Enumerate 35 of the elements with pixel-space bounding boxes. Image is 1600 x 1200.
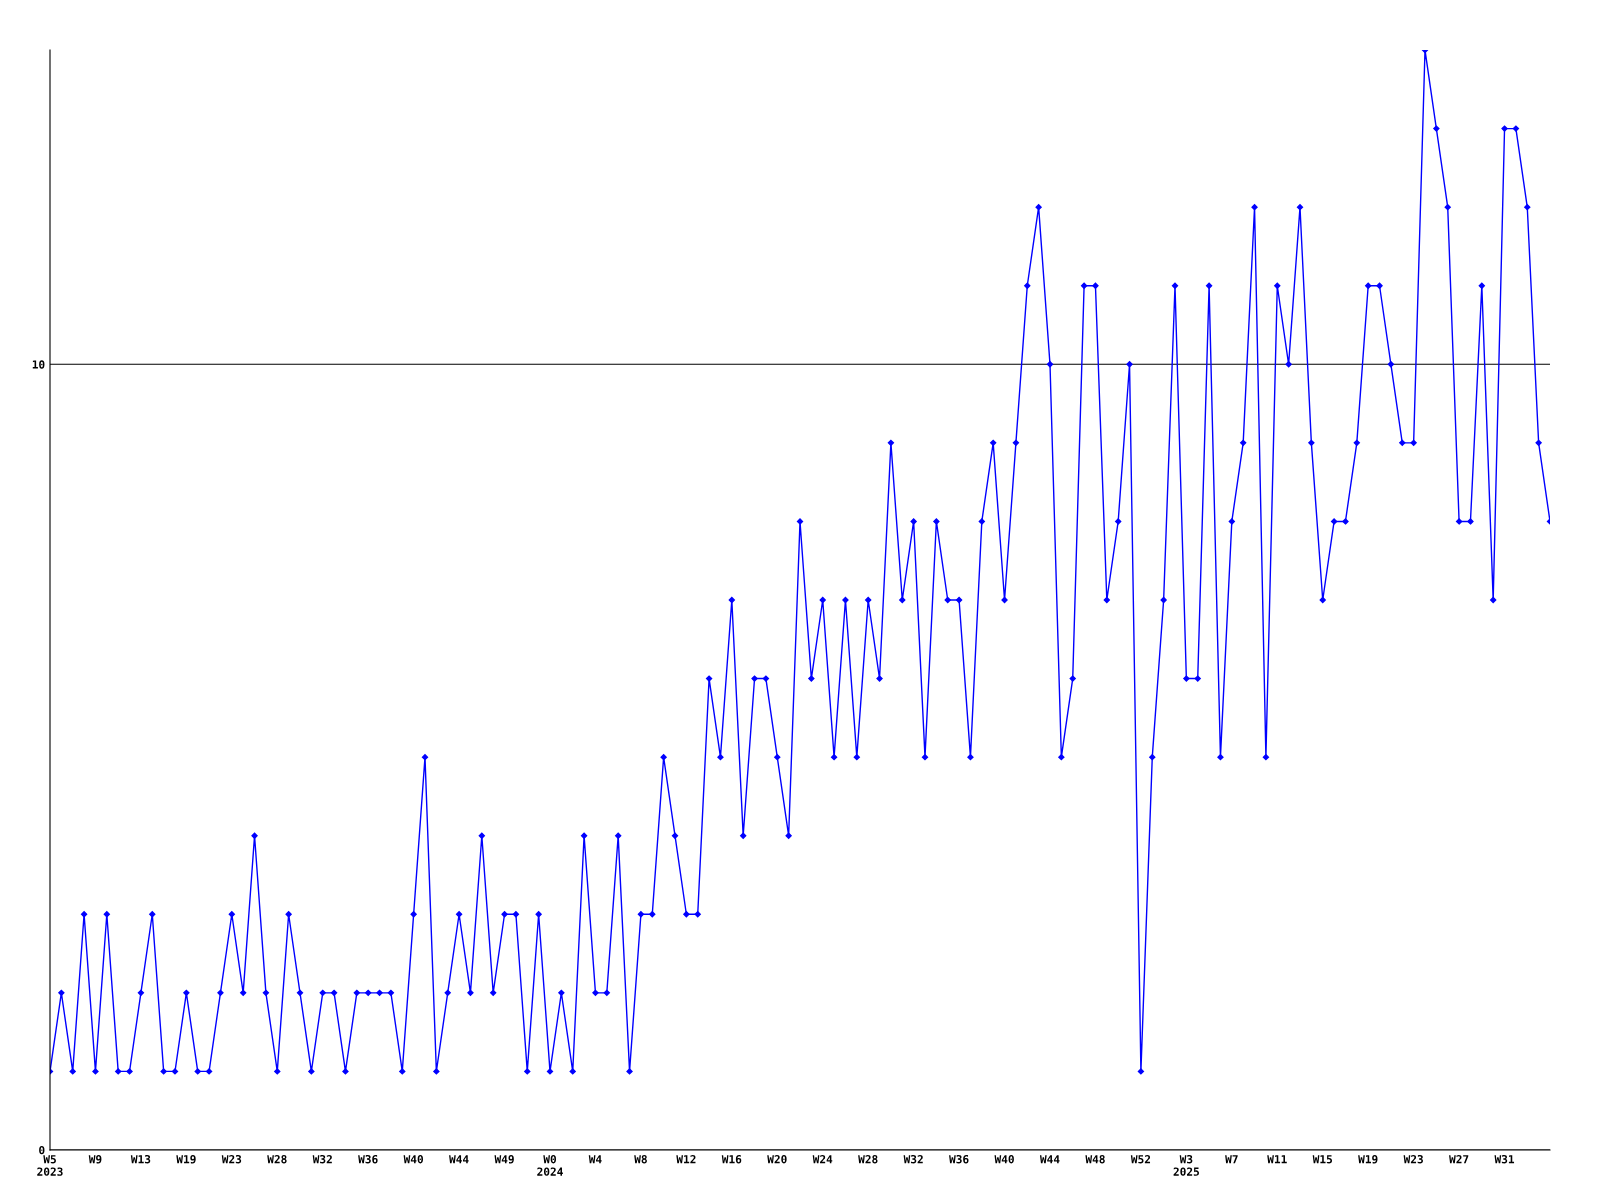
x-tick-label: W36 [949, 1155, 969, 1164]
x-tick-label: W40 [403, 1155, 423, 1164]
x-tick-label: W5 2023 [37, 1155, 63, 1176]
x-tick-label: W8 [634, 1155, 647, 1164]
x-tick-label: W3 2025 [1173, 1155, 1199, 1176]
x-tick-label: W44 [1039, 1155, 1060, 1164]
x-tick-label: W40 [994, 1155, 1014, 1164]
x-tick-label: W13 [130, 1155, 151, 1164]
x-tick-label: W28 [858, 1155, 878, 1164]
x-tick-label: W28 [267, 1155, 287, 1164]
x-tick-label: W7 [1225, 1155, 1238, 1164]
x-tick-label: W24 [812, 1155, 833, 1164]
x-tick-label: W11 [1267, 1155, 1287, 1164]
x-tick-label: W32 [312, 1155, 332, 1164]
x-tick-label: W9 [88, 1155, 102, 1164]
x-tick-label: W12 [676, 1155, 696, 1164]
x-tick-label: W16 [721, 1155, 742, 1164]
x-tick-label: W4 [588, 1155, 602, 1164]
x-tick-label: W19 [1358, 1155, 1378, 1164]
y-tick-label: 0 [39, 1145, 45, 1155]
x-tick-label: W19 [176, 1155, 196, 1164]
x-tick-label: W15 [1312, 1155, 1333, 1164]
x-tick-label: W52 [1130, 1155, 1151, 1164]
x-tick-label: W23 [221, 1155, 242, 1164]
x-tick-label: W31 [1494, 1155, 1515, 1164]
x-tick-label: W27 [1449, 1155, 1469, 1164]
x-tick-label: W32 [903, 1155, 923, 1164]
y-tick-label: 10 [32, 360, 45, 369]
x-tick-label: W20 [767, 1155, 787, 1164]
x-tick-label: W0 2024 [537, 1155, 563, 1176]
x-tick-label: W48 [1085, 1155, 1105, 1164]
x-tick-label: W49 [494, 1155, 514, 1164]
x-tick-label: W36 [358, 1155, 378, 1164]
x-tick-label: W44 [449, 1155, 469, 1164]
x-tick-label: W23 [1403, 1155, 1423, 1164]
